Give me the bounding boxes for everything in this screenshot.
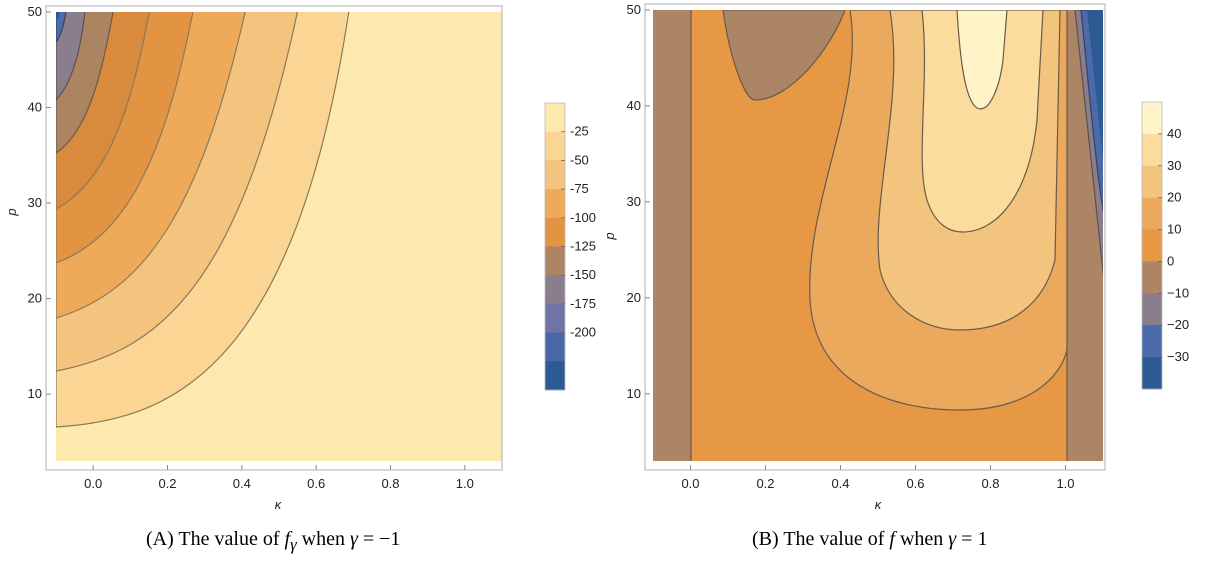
legend-label: 40: [1167, 126, 1181, 141]
legend-swatch: [1142, 165, 1162, 199]
legend-swatch: [1142, 197, 1162, 231]
legend-label: -75: [570, 181, 589, 196]
legend-label: −10: [1167, 285, 1189, 300]
y-ticks-a: 10 20 30 40 50: [28, 4, 51, 401]
legend-swatch: [1142, 133, 1162, 167]
legend-swatch: [545, 361, 565, 391]
y-tick-label: 10: [28, 386, 42, 401]
legend-swatch: [545, 303, 565, 334]
contour-plot-a: 0.0 0.2 0.4 0.6 0.8 1.0 10 20 30 40 50 κ p -25 -50…: [4, 4, 596, 512]
legend-swatch: [545, 103, 565, 133]
panel-b: 0.0 0.2 0.4 0.6 0.8 1.0 10 20 30 40 50 κ p 40 30 20…: [602, 0, 1205, 563]
y-tick-label: 20: [28, 291, 42, 306]
y-tick-label: 20: [627, 290, 641, 305]
x-tick-label: 0.2: [158, 476, 176, 491]
x-axis-label-a: κ: [275, 497, 283, 512]
legend-label: −30: [1167, 349, 1189, 364]
legend-swatch: [545, 332, 565, 362]
x-ticks-a: 0.0 0.2 0.4 0.6 0.8 1.0: [84, 465, 474, 491]
legend-label: 30: [1167, 158, 1181, 173]
legend-swatch: [545, 131, 565, 161]
legend-label: -25: [570, 124, 589, 139]
x-tick-label: 1.0: [1056, 476, 1074, 491]
y-tick-label: 10: [627, 386, 641, 401]
caption-b: (B) The value of f when γ = 1: [752, 528, 988, 550]
legend-label: -175: [570, 296, 596, 311]
y-tick-label: 40: [28, 100, 42, 115]
legend-label: −20: [1167, 317, 1189, 332]
legend-label: 10: [1167, 222, 1181, 237]
contour-plot-b: 0.0 0.2 0.4 0.6 0.8 1.0 10 20 30 40 50 κ p 40 30 20…: [602, 2, 1189, 512]
y-axis-label-b: p: [605, 232, 617, 240]
legend-b: 40 30 20 10 0 −10 −20 −30: [1141, 101, 1189, 390]
legend-label: -50: [570, 152, 589, 167]
legend-a: -25 -50 -75 -100 -125 -150 -175 -200: [544, 102, 596, 391]
y-tick-label: 30: [627, 194, 641, 209]
contour-fill-a: [56, 12, 502, 461]
x-axis-label-b: κ: [875, 497, 883, 512]
x-tick-label: 0.8: [981, 476, 999, 491]
legend-label: 0: [1167, 253, 1174, 268]
legend-label: -125: [570, 239, 596, 254]
x-tick-label: 0.0: [681, 476, 699, 491]
legend-swatch: [1142, 293, 1162, 326]
legend-label: 20: [1167, 190, 1181, 205]
legend-swatch: [1142, 261, 1162, 294]
y-tick-label: 40: [627, 98, 641, 113]
x-tick-label: 0.4: [233, 476, 251, 491]
x-tick-label: 0.6: [906, 476, 924, 491]
legend-swatch: [545, 217, 565, 247]
y-axis-label-a: p: [4, 208, 19, 216]
x-tick-label: 0.8: [381, 476, 399, 491]
legend-label: -200: [570, 325, 596, 340]
legend-swatch: [1142, 229, 1162, 262]
y-tick-label: 30: [28, 195, 42, 210]
panel-a: 0.0 0.2 0.4 0.6 0.8 1.0 10 20 30 40 50 κ p -25 -50…: [4, 4, 596, 554]
legend-label: -100: [570, 210, 596, 225]
legend-swatch: [1142, 325, 1162, 358]
x-tick-label: 0.2: [756, 476, 774, 491]
x-tick-label: 1.0: [456, 476, 474, 491]
x-ticks-b: 0.0 0.2 0.4 0.6 0.8 1.0: [681, 465, 1075, 491]
legend-label: -150: [570, 267, 596, 282]
caption-a: (A) The value of fγ when γ = −1: [146, 528, 401, 554]
x-tick-label: 0.0: [84, 476, 102, 491]
contour-fill-b: [653, 10, 1103, 461]
legend-swatch: [545, 275, 565, 305]
y-tick-label: 50: [627, 2, 641, 17]
x-tick-label: 0.6: [307, 476, 325, 491]
legend-swatch: [1142, 102, 1162, 135]
y-ticks-b: 10 20 30 40 50: [627, 2, 650, 401]
legend-swatch: [1142, 357, 1162, 390]
x-tick-label: 0.4: [831, 476, 849, 491]
legend-swatch: [545, 160, 565, 190]
legend-swatch: [545, 189, 565, 219]
y-tick-label: 50: [28, 4, 42, 19]
legend-swatch: [545, 246, 565, 276]
